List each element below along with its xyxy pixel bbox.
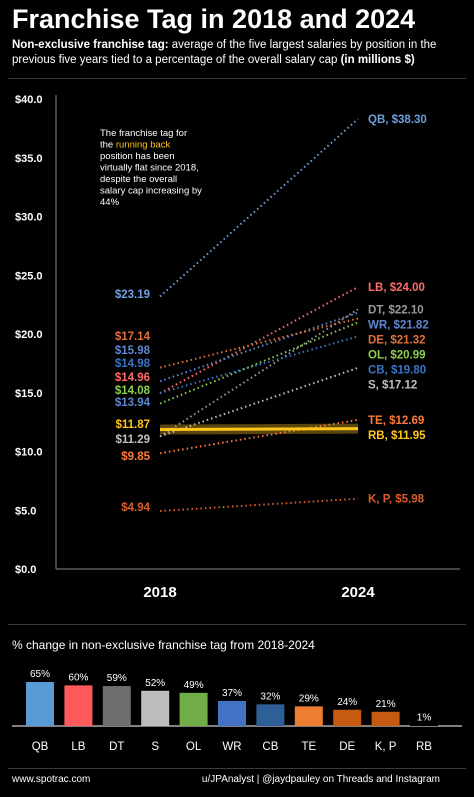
bar-value-label: 32% bbox=[260, 691, 280, 702]
bar-value-label: 60% bbox=[68, 672, 88, 683]
y-tick-label: $0.0 bbox=[15, 564, 36, 576]
right-value-label: OL, $20.99 bbox=[368, 349, 426, 361]
right-value-label: QB, $38.30 bbox=[368, 114, 427, 126]
bar bbox=[410, 725, 438, 726]
bar-category-label: TE bbox=[301, 741, 316, 753]
right-value-label: DE, $21.32 bbox=[368, 334, 426, 346]
divider-middle bbox=[8, 624, 466, 625]
annotation-highlight: running back bbox=[116, 140, 171, 151]
footer-source: www.spotrac.com bbox=[12, 774, 91, 785]
left-value-label: $15.98 bbox=[115, 345, 151, 357]
bar-value-label: 65% bbox=[30, 669, 50, 680]
series-line-ol bbox=[159, 321, 359, 405]
left-value-label: $14.98 bbox=[115, 358, 151, 370]
bar bbox=[26, 682, 54, 726]
bar bbox=[294, 706, 323, 726]
annotation-line: virtually flat since 2018, bbox=[100, 163, 199, 174]
left-value-label: $17.14 bbox=[115, 331, 151, 343]
series-line-qb bbox=[159, 118, 359, 298]
y-tick-label: $25.0 bbox=[15, 270, 43, 282]
bar-value-label: 37% bbox=[222, 688, 242, 699]
right-value-label: TE, $12.69 bbox=[368, 415, 424, 427]
subtitle-text: average of the five largest salaries by … bbox=[12, 39, 437, 66]
bar-value-label: 52% bbox=[145, 678, 165, 689]
bar-value-label: 59% bbox=[107, 673, 127, 684]
y-tick-label: $5.0 bbox=[15, 505, 36, 517]
bar bbox=[64, 685, 93, 726]
y-tick-label: $15.0 bbox=[15, 388, 43, 400]
bar-value-label: 1% bbox=[417, 712, 432, 723]
y-tick-label: $10.0 bbox=[15, 447, 43, 459]
y-tick-label: $35.0 bbox=[15, 153, 43, 165]
bar-category-label: WR bbox=[222, 741, 241, 753]
bar bbox=[218, 700, 246, 726]
series-line-rb bbox=[159, 427, 359, 432]
bar-category-label: K, P bbox=[375, 741, 397, 753]
series-line-lb bbox=[159, 286, 359, 395]
right-value-label: CB, $19.80 bbox=[368, 364, 426, 376]
series-line-kp bbox=[159, 497, 359, 512]
bar bbox=[371, 711, 400, 726]
right-value-label: DT, $22.10 bbox=[368, 304, 424, 316]
bar-value-label: 21% bbox=[376, 699, 396, 710]
bar bbox=[333, 709, 362, 726]
bar-category-label: S bbox=[151, 741, 159, 753]
annotation-line: position has been bbox=[100, 151, 174, 162]
annotation-line: the running back bbox=[100, 140, 171, 151]
bar-value-label: 29% bbox=[299, 693, 319, 704]
annotation-line: The franchise tag for bbox=[100, 128, 187, 139]
subtitle-units: (in millions $) bbox=[340, 54, 415, 66]
bar-value-label: 24% bbox=[337, 697, 357, 708]
bar bbox=[141, 690, 170, 726]
page-title: Franchise Tag in 2018 and 2024 bbox=[12, 4, 416, 34]
series-line-cb bbox=[159, 335, 359, 394]
bar-category-label: DE bbox=[339, 741, 355, 753]
left-value-label: $23.19 bbox=[115, 289, 150, 301]
series-line-te bbox=[159, 418, 359, 455]
right-value-label: S, $17.12 bbox=[368, 379, 417, 391]
x-tick-label: 2018 bbox=[143, 584, 176, 601]
right-value-label: WR, $21.82 bbox=[368, 319, 429, 331]
y-tick-label: $40.0 bbox=[15, 94, 43, 106]
bar-category-label: DT bbox=[109, 741, 124, 753]
x-tick-label: 2024 bbox=[341, 584, 375, 601]
bar-chart-title: % change in non-exclusive franchise tag … bbox=[12, 638, 315, 652]
subtitle-bold: Non-exclusive franchise tag: bbox=[12, 39, 169, 51]
y-tick-label: $20.0 bbox=[15, 329, 43, 341]
bar-value-label: 49% bbox=[184, 680, 204, 691]
left-value-label: $14.08 bbox=[115, 385, 151, 397]
series-line-wr bbox=[159, 311, 359, 383]
series-line-s bbox=[159, 366, 359, 438]
series-line-de bbox=[159, 317, 359, 369]
divider-top bbox=[8, 78, 466, 79]
left-value-label: $11.29 bbox=[115, 434, 150, 446]
right-value-label: RB, $11.95 bbox=[368, 430, 426, 442]
annotation-line: despite the overall bbox=[100, 174, 177, 185]
bar-category-label: LB bbox=[71, 741, 85, 753]
footer-credit: u/JPAnalyst | @jaydpauley on Threads and… bbox=[201, 774, 440, 785]
bar bbox=[256, 704, 285, 726]
right-value-label: LB, $24.00 bbox=[368, 282, 425, 294]
bar bbox=[102, 686, 131, 726]
series-line-dt bbox=[159, 308, 359, 438]
bar-category-label: QB bbox=[32, 741, 49, 753]
left-value-label: $13.94 bbox=[115, 397, 151, 409]
left-value-label: $14.96 bbox=[115, 372, 150, 384]
left-value-label: $4.94 bbox=[121, 502, 150, 514]
bar-category-label: CB bbox=[262, 741, 278, 753]
right-value-label: K, P, $5.98 bbox=[368, 494, 425, 506]
bar-chart: 65% QB 60% LB 59% DT 52% S 49% OL 37% WR 32% CB 29% TE 2… bbox=[12, 669, 462, 753]
divider-bottom bbox=[8, 768, 466, 769]
left-value-label: $11.87 bbox=[115, 419, 150, 431]
left-value-label: $9.85 bbox=[121, 451, 150, 463]
annotation-line: salary cap increasing by bbox=[100, 186, 202, 197]
y-tick-label: $30.0 bbox=[15, 212, 43, 224]
slope-chart: $0.0 $5.0 $10.0 $15.0 $20.0 $25.0 $30.0 $35.0 $4… bbox=[15, 94, 460, 601]
subtitle: Non-exclusive franchise tag: average of … bbox=[12, 38, 464, 68]
annotation-text: the bbox=[100, 140, 116, 151]
bar-category-label: OL bbox=[186, 741, 202, 753]
bar bbox=[179, 692, 208, 726]
bar-category-label: RB bbox=[416, 741, 432, 753]
annotation-line: 44% bbox=[100, 197, 120, 208]
